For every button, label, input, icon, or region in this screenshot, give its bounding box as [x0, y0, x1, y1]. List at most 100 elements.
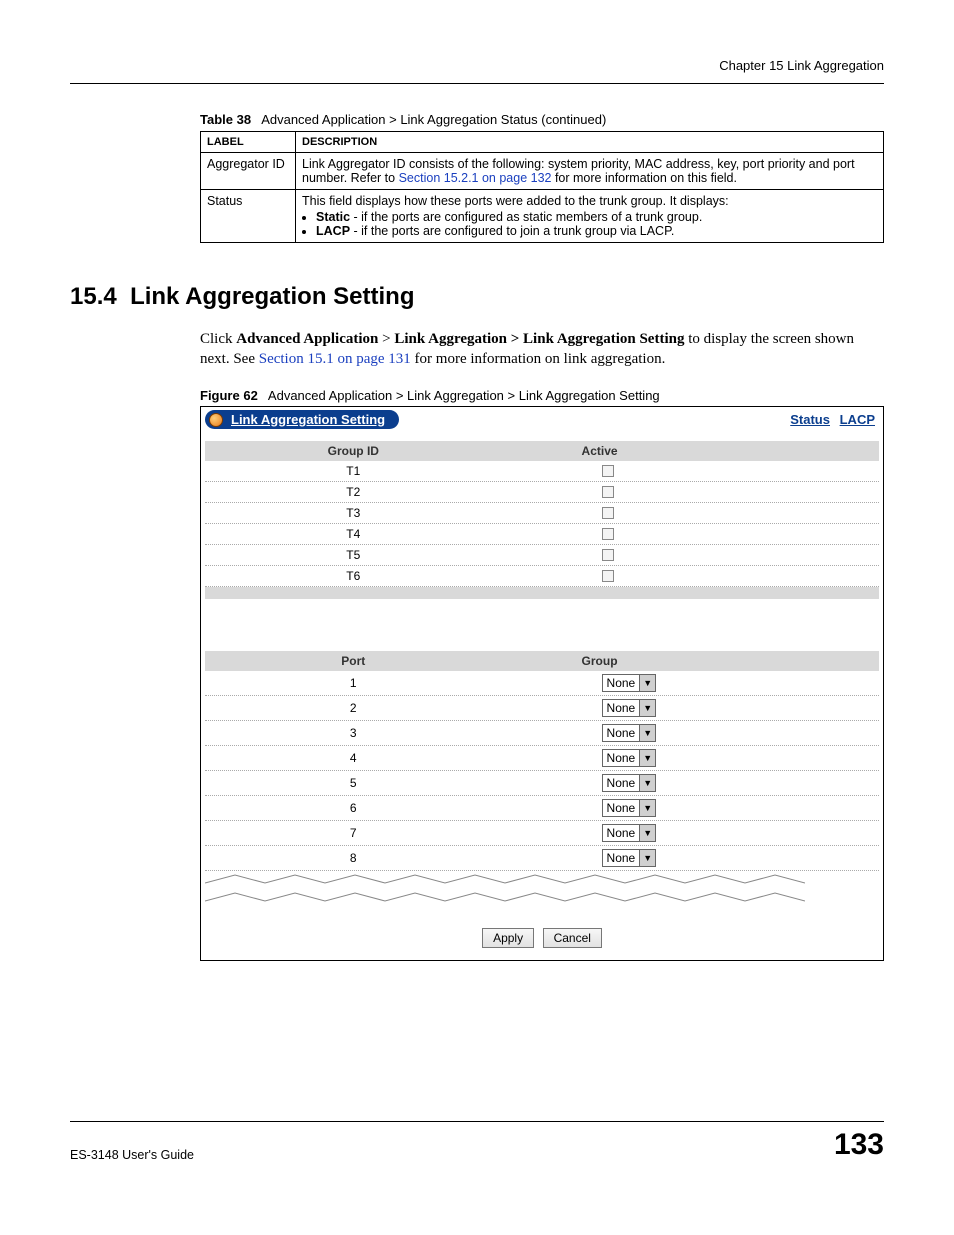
- group-select-value: None: [603, 776, 640, 790]
- ports-header-row: Port Group: [205, 651, 879, 671]
- group-select-value: None: [603, 801, 640, 815]
- agg-desc-post: for more information on this field.: [551, 171, 737, 185]
- group-select-value: None: [603, 751, 640, 765]
- footer-guide: ES-3148 User's Guide: [70, 1148, 194, 1162]
- port-row: 2 None▼: [205, 696, 879, 721]
- panel-dot-icon: [209, 413, 223, 427]
- port-number-label: 3: [205, 723, 502, 743]
- group-row: T4: [205, 524, 879, 545]
- group-select[interactable]: None▼: [602, 824, 657, 842]
- section-number: 15.4: [70, 283, 117, 310]
- apply-button[interactable]: Apply: [482, 928, 534, 948]
- groups-header-row: Group ID Active: [205, 441, 879, 461]
- group-row: T1: [205, 461, 879, 482]
- group-row: T3: [205, 503, 879, 524]
- table-row: Aggregator ID Link Aggregator ID consist…: [201, 153, 884, 190]
- group-select-value: None: [603, 701, 640, 715]
- active-checkbox[interactable]: [602, 570, 614, 582]
- para-post: for more information on link aggregation…: [411, 351, 666, 367]
- chevron-down-icon: ▼: [639, 700, 655, 716]
- group-row: T6: [205, 566, 879, 587]
- chevron-down-icon: ▼: [639, 825, 655, 841]
- page-header: Chapter 15 Link Aggregation: [70, 58, 884, 84]
- link-section-15-1[interactable]: Section 15.1 on page 131: [259, 351, 411, 367]
- group-id-label: T5: [205, 545, 502, 565]
- grey-strip: [205, 587, 879, 599]
- group-select-value: None: [603, 726, 640, 740]
- group-select[interactable]: None▼: [602, 699, 657, 717]
- ports-table: Port Group 1None▼2None▼3None▼4None▼5None…: [205, 651, 879, 871]
- port-row: 5None▼: [205, 771, 879, 796]
- chevron-down-icon: ▼: [639, 675, 655, 691]
- section-paragraph: Click Advanced Application > Link Aggreg…: [200, 329, 884, 370]
- table38-status-label: Status: [201, 190, 296, 243]
- status-bullet-static: Static - if the ports are configured as …: [316, 210, 877, 224]
- status-bullet-lacp: LACP - if the ports are configured to jo…: [316, 224, 877, 238]
- group-select-value: None: [603, 826, 640, 840]
- port-number-label: 1: [205, 673, 502, 693]
- chevron-down-icon: ▼: [639, 800, 655, 816]
- panel-titlebar: Link Aggregation Setting Status LACP: [201, 407, 883, 433]
- table38-label: Table 38: [200, 112, 251, 127]
- chevron-down-icon: ▼: [639, 750, 655, 766]
- port-number-label: 4: [205, 748, 502, 768]
- group-select[interactable]: None▼: [602, 749, 657, 767]
- table38-caption: Table 38 Advanced Application > Link Agg…: [200, 112, 884, 127]
- groups-col-active: Active: [502, 441, 879, 461]
- gt1: >: [378, 331, 394, 347]
- active-checkbox[interactable]: [602, 549, 614, 561]
- port-number-label: 7: [205, 823, 502, 843]
- group-select[interactable]: None▼: [602, 774, 657, 792]
- groups-col-groupid: Group ID: [205, 441, 502, 461]
- group-row: T5: [205, 545, 879, 566]
- group-select[interactable]: None▼: [602, 674, 657, 692]
- active-checkbox[interactable]: [602, 486, 614, 498]
- group-select-value: None: [603, 676, 640, 690]
- ports-col-group: Group: [502, 651, 879, 671]
- breadcrumb-advanced-application: Advanced Application: [236, 331, 378, 347]
- link-section-15-2-1[interactable]: Section 15.2.1 on page 132: [399, 171, 552, 185]
- status-b1-rest: - if the ports are configured as static …: [350, 210, 702, 224]
- chevron-down-icon: ▼: [639, 850, 655, 866]
- para-pre: Click: [200, 331, 236, 347]
- figure62-label: Figure 62: [200, 388, 258, 403]
- table38: LABEL DESCRIPTION Aggregator ID Link Agg…: [200, 131, 884, 243]
- ports-col-port: Port: [205, 651, 502, 671]
- active-checkbox[interactable]: [602, 507, 614, 519]
- group-select[interactable]: None▼: [602, 724, 657, 742]
- table38-col-description: DESCRIPTION: [296, 132, 884, 153]
- group-id-label: T2: [205, 482, 502, 502]
- table38-status-desc: This field displays how these ports were…: [296, 190, 884, 243]
- zigzag-divider: [205, 873, 805, 907]
- chevron-down-icon: ▼: [639, 775, 655, 791]
- groups-table: Group ID Active T1T2T3T4T5T6: [205, 441, 879, 587]
- status-b1-bold: Static: [316, 210, 350, 224]
- panel-nav-links: Status LACP: [784, 412, 875, 427]
- figure62-caption: Figure 62 Advanced Application > Link Ag…: [200, 388, 884, 403]
- table38-col-label: LABEL: [201, 132, 296, 153]
- page-footer: ES-3148 User's Guide 133: [70, 1121, 884, 1162]
- panel-title: Link Aggregation Setting: [231, 412, 385, 427]
- breadcrumb-link-aggregation-setting: Link Aggregation > Link Aggregation Sett…: [394, 331, 684, 347]
- cancel-button[interactable]: Cancel: [543, 928, 602, 948]
- status-b2-rest: - if the ports are configured to join a …: [350, 224, 674, 238]
- port-row: 3 None▼: [205, 721, 879, 746]
- footer-page-number: 133: [834, 1128, 884, 1162]
- nav-link-status[interactable]: Status: [790, 412, 830, 427]
- active-checkbox[interactable]: [602, 528, 614, 540]
- table38-agg-label: Aggregator ID: [201, 153, 296, 190]
- port-row: 4 None▼: [205, 746, 879, 771]
- nav-link-lacp[interactable]: LACP: [840, 412, 875, 427]
- group-id-label: T6: [205, 566, 502, 586]
- section-heading: 15.4 Link Aggregation Setting: [70, 283, 884, 311]
- chapter-title: Chapter 15 Link Aggregation: [719, 58, 884, 73]
- group-id-label: T1: [205, 461, 502, 481]
- section-title: Link Aggregation Setting: [130, 283, 414, 310]
- status-b2-bold: LACP: [316, 224, 350, 238]
- port-number-label: 2: [205, 698, 502, 718]
- group-select[interactable]: None▼: [602, 849, 657, 867]
- active-checkbox[interactable]: [602, 465, 614, 477]
- port-row: 1 None▼: [205, 671, 879, 696]
- port-row: 8None▼: [205, 846, 879, 871]
- group-select[interactable]: None▼: [602, 799, 657, 817]
